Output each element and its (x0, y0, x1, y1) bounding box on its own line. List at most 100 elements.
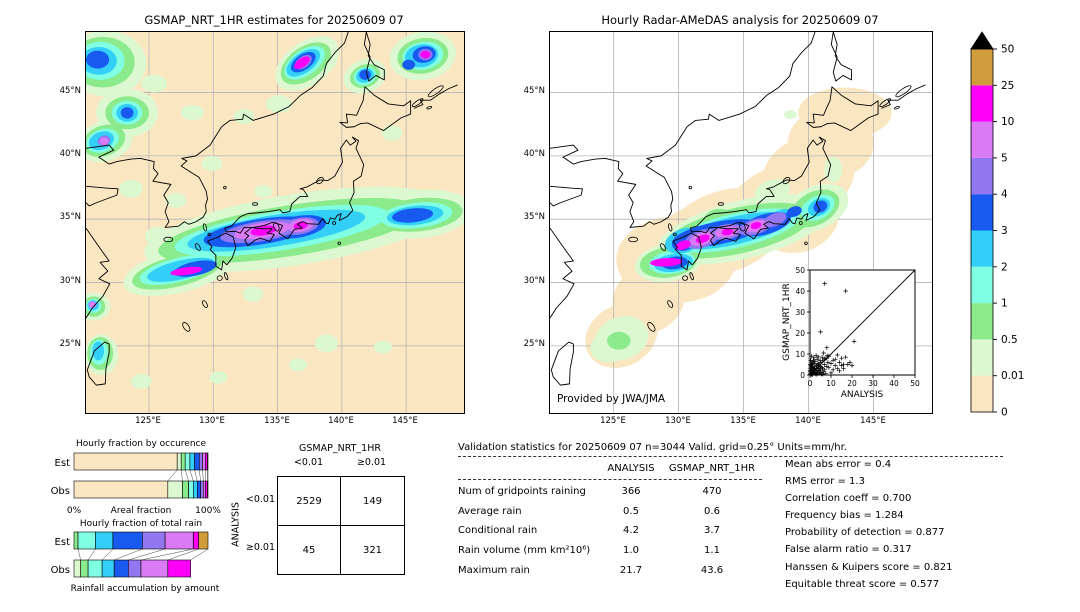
occurrence-est-label: Est (55, 458, 71, 469)
rect-element (971, 230, 993, 267)
path-element (970, 31, 994, 50)
contingency-hits: 321 (362, 544, 383, 556)
rect-element (207, 480, 209, 499)
rect-element (971, 303, 993, 340)
ellipse-element (265, 95, 292, 113)
rect-element (971, 339, 993, 376)
totalrain-obs-label: Obs (51, 565, 70, 576)
line-element (114, 548, 143, 561)
path-element (550, 341, 574, 386)
path-element (830, 32, 852, 82)
ellipse-element (650, 257, 683, 267)
gsmap-precipitation-map (85, 31, 465, 414)
line-element (194, 469, 198, 482)
radar-map-canvas (550, 32, 932, 413)
text-element: 4 (1001, 189, 1008, 201)
lon-tick-label: 125°E (135, 416, 161, 426)
lat-tick-label: 40°N (523, 149, 545, 159)
totalrain-chart-title: Hourly fraction of total rain (80, 519, 202, 529)
ellipse-element (894, 106, 900, 110)
lon-tick-label: 125°E (600, 416, 626, 426)
score-line: Equitable threat score = 0.577 (785, 578, 940, 590)
rect-element (971, 194, 993, 231)
ellipse-element (99, 137, 109, 146)
ellipse-element (182, 322, 191, 332)
inset-scatter-plot: 00 10 10 20 20 30 30 40 40 50 50 ANALYSIS GSMAP_NR… (782, 266, 920, 400)
gsmap-map-canvas (86, 32, 464, 413)
rect-element (180, 452, 186, 471)
validation-gsmap-value: 470 (702, 486, 722, 498)
line-element (128, 548, 166, 561)
ellipse-element (233, 109, 255, 125)
ellipse-element (119, 179, 143, 198)
path-element (86, 227, 111, 319)
path-element (221, 32, 349, 128)
ellipse-element (427, 85, 444, 98)
colorbar-legend: 0 0.01 0.5 1 2 3 4 5 10 25 50 (970, 31, 1024, 419)
line-element (190, 548, 209, 561)
ellipse-element (207, 232, 212, 237)
lon-tick-label: 140°E (328, 416, 354, 426)
path-element (689, 136, 832, 240)
text-element: 50 (1001, 44, 1014, 56)
validation-header-spacer (458, 463, 598, 474)
rect-element (73, 531, 79, 550)
lat-tick-label: 40°N (59, 149, 81, 159)
contingency-col-title: GSMAP_NRT_1HR (299, 443, 381, 454)
divider-dashed-top (458, 456, 1003, 457)
path-element (550, 126, 688, 228)
path-element (363, 32, 385, 82)
ellipse-element (786, 206, 802, 218)
score-line: Mean abs error = 0.4 (785, 459, 892, 470)
lon-tick-label: 145°E (860, 416, 886, 426)
ellipse-element (675, 240, 691, 251)
score-line: Correlation coeff = 0.700 (785, 493, 912, 505)
ellipse-element (337, 241, 341, 245)
path-element (806, 86, 879, 131)
ellipse-element (202, 300, 208, 308)
rect-element (194, 452, 200, 471)
ellipse-element (170, 266, 203, 276)
line-element (189, 469, 194, 482)
ellipse-element (289, 358, 308, 372)
lat-tick-label: 45°N (523, 86, 545, 96)
line-element (87, 548, 96, 561)
ellipse-element (607, 331, 631, 350)
ellipse-element (628, 236, 639, 243)
line-element (202, 469, 204, 482)
ellipse-element (165, 192, 187, 208)
ellipse-element (254, 185, 273, 198)
lon-tick-label: 130°E (665, 416, 691, 426)
totalrain-est-label: Est (55, 537, 71, 548)
contingency-col-label-ge: ≥0.01 (356, 457, 387, 468)
rect-element (189, 452, 195, 471)
validation-gsmap-value: 3.7 (704, 525, 720, 537)
text-element: 0.01 (1001, 370, 1024, 382)
totalrain-caption: Rainfall accumulation by amount (71, 584, 220, 594)
ellipse-element (86, 50, 110, 69)
validation-row: Rain volume (mm km²10⁶) 1.0 1.1 (458, 541, 768, 561)
validation-row-label: Rain volume (mm km²10⁶) (458, 545, 591, 557)
text-element: 20 (795, 329, 805, 338)
ellipse-element (667, 300, 674, 308)
ellipse-element (783, 110, 797, 120)
validation-title: Validation statistics for 20250609 07 n=… (458, 442, 847, 453)
ellipse-element (359, 69, 371, 80)
rect-element (971, 121, 993, 158)
ellipse-element (879, 98, 892, 108)
contingency-false-alarms: 149 (362, 495, 383, 507)
ellipse-element (688, 185, 693, 190)
path-element (413, 84, 458, 109)
contingency-correct-negatives: 2529 (296, 495, 322, 507)
score-line: Probability of detection = 0.877 (785, 527, 945, 539)
path-element (244, 226, 275, 247)
verification-scores-list: Mean abs error = 0.4 RMS error = 1.3 Corre… (785, 459, 952, 596)
score-line: False alarm ratio = 0.317 (785, 544, 912, 556)
validation-analysis-value: 4.2 (623, 525, 639, 537)
ellipse-element (332, 221, 337, 225)
occurrence-chart-title: Hourly fraction by occurence (76, 439, 206, 449)
ellipse-element (668, 223, 673, 232)
rect-element (971, 85, 993, 122)
ellipse-element (695, 234, 710, 244)
